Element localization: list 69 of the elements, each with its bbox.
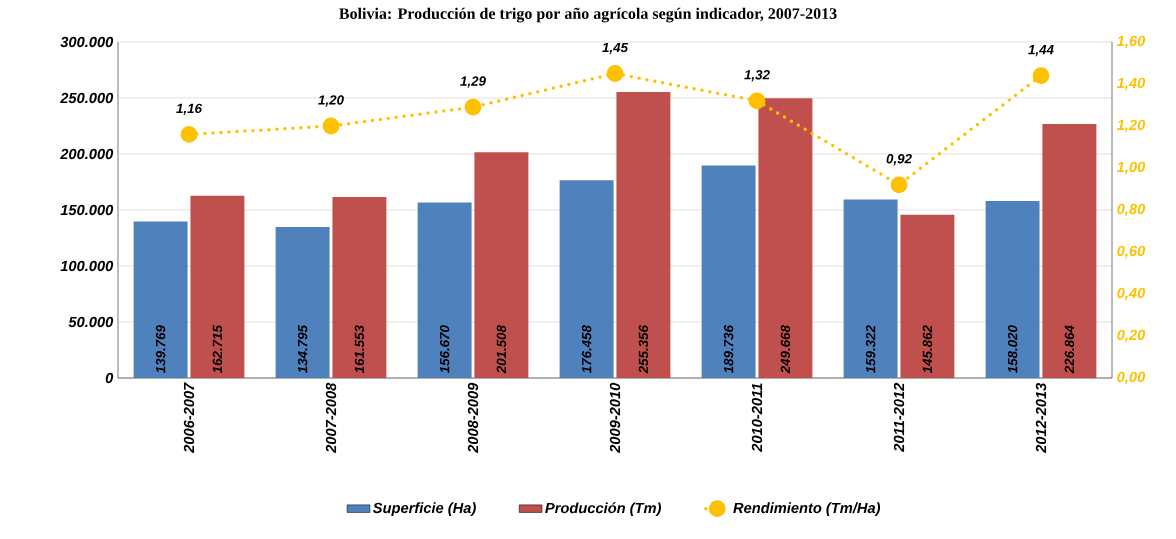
- data-label: 145.862: [922, 325, 933, 374]
- data-label: 201.508: [496, 325, 507, 374]
- point: [1032, 67, 1050, 85]
- data-label: 139.769: [155, 325, 166, 374]
- y2-tick-label: 1,60: [1116, 35, 1146, 49]
- x-tick-label: 2007-2008: [325, 382, 337, 454]
- bar: [275, 227, 330, 378]
- y2-tick-label: 0,40: [1117, 287, 1146, 301]
- data-label: 1,32: [744, 70, 770, 82]
- y2-tick-label: 0,20: [1117, 329, 1146, 343]
- point: [464, 98, 482, 116]
- y-tick-label: 100.000: [60, 260, 114, 272]
- x-tick-label: 2011-2012: [893, 382, 905, 452]
- y2-tick-label: 0,80: [1117, 203, 1146, 217]
- x-tick-label: 2009-2010: [609, 382, 621, 454]
- data-label: 162.715: [212, 324, 223, 374]
- y2-tick-label: 0,60: [1117, 245, 1146, 259]
- data-label: 255.356: [638, 325, 649, 374]
- y-tick-label: 150.000: [60, 204, 114, 216]
- data-label: 1,29: [460, 76, 486, 88]
- bar: [900, 214, 955, 378]
- y2-tick-label: 1,20: [1116, 119, 1146, 133]
- bar: [417, 202, 472, 378]
- data-label: 0,92: [886, 154, 912, 166]
- bar: [133, 221, 188, 378]
- y-tick-label: 250.000: [60, 92, 114, 104]
- data-label: 176.458: [581, 325, 592, 374]
- x-tick-label: 2010-2011: [751, 383, 763, 452]
- y-tick-label: 300.000: [60, 36, 114, 48]
- bar: [332, 197, 387, 378]
- bar: [843, 199, 898, 378]
- y-tick-label: 200.000: [60, 148, 114, 160]
- point: [322, 117, 340, 135]
- bar: [701, 165, 756, 378]
- bar: [616, 92, 671, 378]
- bar: [1042, 123, 1097, 378]
- data-label: 161.553: [354, 325, 365, 374]
- data-label: 249.668: [780, 325, 791, 374]
- y2-tick-label: 0,00: [1117, 371, 1146, 385]
- bar: [559, 180, 614, 378]
- point: [890, 176, 908, 194]
- data-label: 158.020: [1007, 325, 1018, 374]
- legend-label: Superficie (Ha): [372, 502, 476, 517]
- x-tick-label: 2008-2009: [467, 382, 479, 454]
- point: [606, 65, 624, 82]
- data-label: 1,45: [602, 42, 629, 55]
- legend-label: Producción (Tm): [545, 502, 662, 517]
- data-label: 156.670: [439, 325, 450, 374]
- data-label: 1,20: [318, 95, 344, 107]
- data-label: 159.322: [865, 325, 876, 374]
- x-tick-label: 2012-2013: [1035, 382, 1047, 454]
- data-label: 1,44: [1028, 44, 1054, 57]
- bar: [190, 195, 245, 378]
- data-label: 189.736: [723, 325, 734, 374]
- y-tick-label: 50.000: [68, 316, 114, 328]
- data-label: 1,16: [176, 103, 203, 116]
- y2-tick-label: 1,40: [1116, 77, 1146, 91]
- data-label: 134.795: [297, 324, 308, 374]
- bar: [758, 98, 813, 378]
- y-tick-label: 0: [105, 372, 114, 384]
- y2-tick-label: 1,00: [1116, 161, 1146, 175]
- point: [180, 125, 198, 143]
- x-tick-label: 2006-2007: [183, 382, 195, 454]
- bar: [474, 152, 529, 378]
- chart-title: Bolivia: Producción de trigo por año agrícola según indicador, 2007-2013: [339, 7, 837, 23]
- data-label: 226.864: [1064, 325, 1075, 374]
- point: [748, 92, 766, 110]
- bar: [985, 201, 1040, 378]
- legend-label: Rendimiento (Tm/Ha): [733, 502, 881, 517]
